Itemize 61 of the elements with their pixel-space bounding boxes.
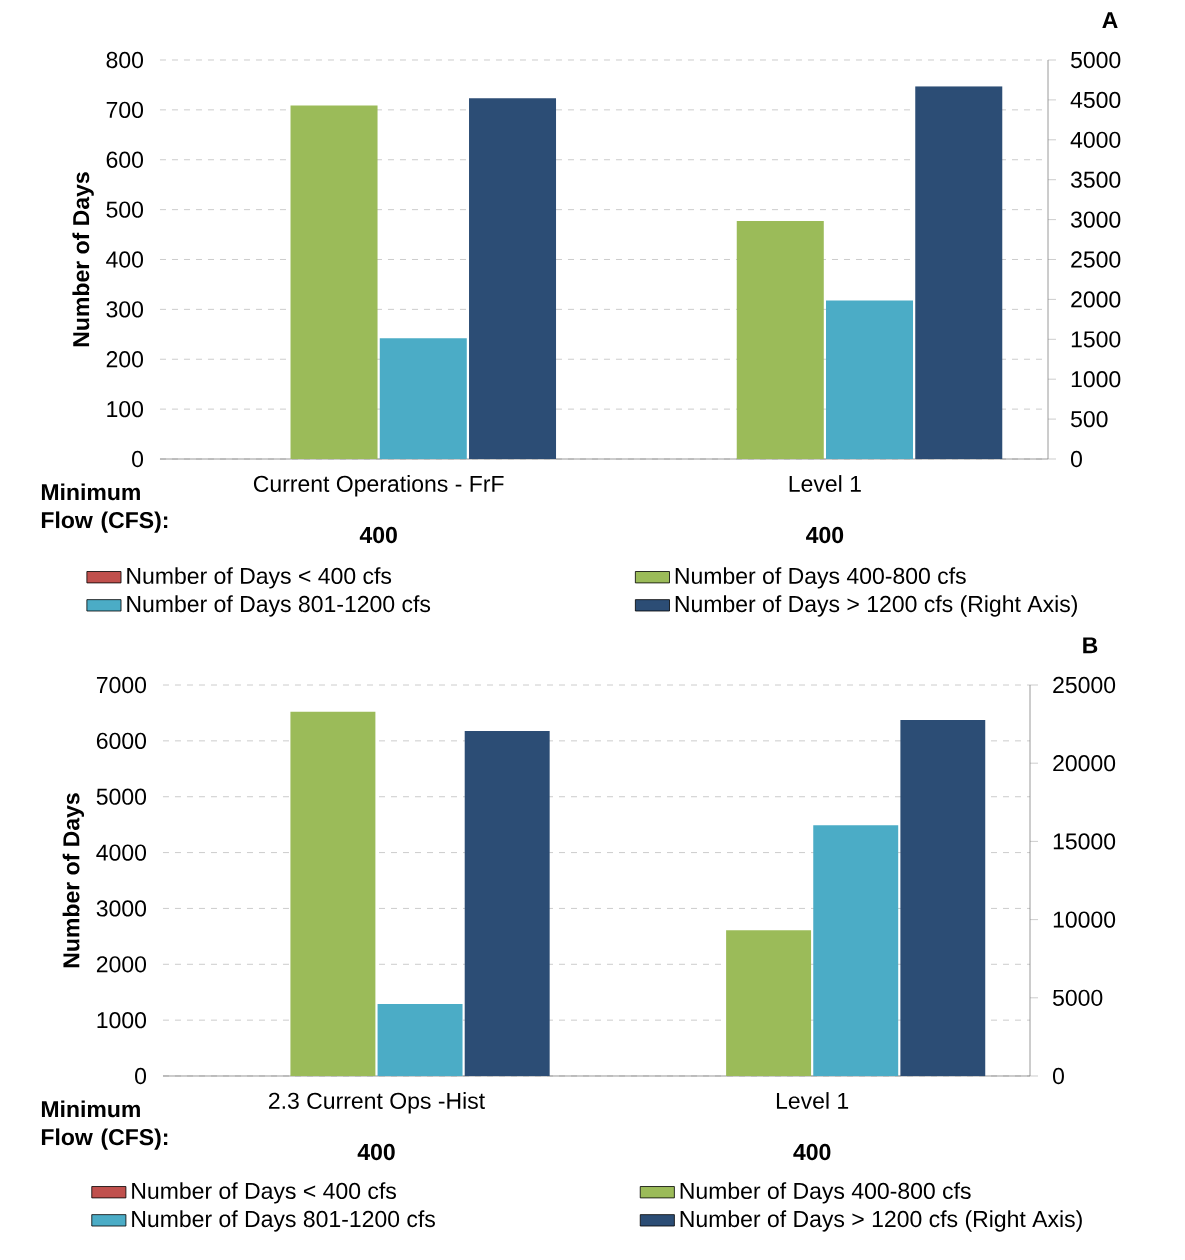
y-axis-title: Number of Days xyxy=(72,172,94,347)
legend-label: Number of Days 400-800 cfs xyxy=(675,567,966,589)
legend-label: Number of Days < 400 cfs xyxy=(127,567,392,589)
y2-tick-label: 15000 xyxy=(1053,833,1116,850)
bar xyxy=(736,221,824,459)
y-tick-label: 600 xyxy=(106,151,144,168)
text: A xyxy=(1102,12,1118,28)
y2-tick-label: 25000 xyxy=(1053,676,1116,694)
bar xyxy=(377,1003,463,1076)
text: 400 xyxy=(806,526,844,544)
legend-label: Number of Days 801-1200 cfs xyxy=(127,595,431,617)
x-tick-label: Current Operations - FrF xyxy=(253,475,504,497)
y2-tick-label: 1500 xyxy=(1071,331,1121,348)
text: Minimum Flow (CFS): xyxy=(41,483,168,533)
y-tick-label: 3000 xyxy=(96,900,147,917)
y2-tick-label: 2000 xyxy=(1071,291,1121,308)
text: 400 xyxy=(359,526,397,544)
y-tick-label: 100 xyxy=(107,400,144,418)
y-tick-label: 5000 xyxy=(96,788,147,805)
y-tick-label: 4000 xyxy=(96,844,147,861)
x-tick-label: 2.3 Current Ops -Hist xyxy=(269,1092,485,1114)
y-tick-label: 300 xyxy=(106,301,144,318)
legend-label: Number of Days > 1200 cfs (Right Axis) xyxy=(675,595,1077,617)
y-axis-title: Number of Days xyxy=(62,793,85,968)
y-tick-label: 200 xyxy=(106,351,144,368)
y-tick-label: 7000 xyxy=(96,676,147,694)
y-tick-label: 0 xyxy=(135,1067,147,1085)
y2-tick-label: 3500 xyxy=(1070,171,1121,188)
y-tick-label: 2000 xyxy=(96,956,147,973)
text: Minimum Flow (CFS): xyxy=(41,1100,168,1150)
y-tick-label: 400 xyxy=(106,251,144,268)
y2-tick-label: 500 xyxy=(1070,410,1108,428)
y-tick-label: 800 xyxy=(106,51,144,69)
y-tick-label: 500 xyxy=(106,201,144,218)
text: B xyxy=(1083,637,1098,654)
y2-tick-label: 4500 xyxy=(1070,91,1121,109)
y2-tick-label: 5000 xyxy=(1070,51,1121,69)
y2-tick-label: 1000 xyxy=(1071,371,1121,388)
text: 400 xyxy=(357,1143,395,1161)
y-tick-label: 6000 xyxy=(96,732,147,749)
y2-tick-label: 20000 xyxy=(1053,755,1116,772)
legend-label: Number of Days 801-1200 cfs xyxy=(132,1210,435,1232)
x-tick-label: Level 1 xyxy=(776,1092,849,1109)
bar xyxy=(290,105,378,459)
y-tick-label: 1000 xyxy=(97,1012,147,1029)
bar xyxy=(290,711,376,1076)
y-tick-label: 0 xyxy=(132,450,144,468)
y2-tick-label: 0 xyxy=(1052,1067,1064,1085)
y2-tick-label: 5000 xyxy=(1052,989,1103,1006)
y2-tick-label: 0 xyxy=(1070,450,1082,468)
text: 400 xyxy=(793,1143,831,1161)
legend-label: Number of Days 400-800 cfs xyxy=(680,1182,971,1204)
y2-tick-label: 4000 xyxy=(1070,131,1121,148)
y2-tick-label: 10000 xyxy=(1053,911,1116,928)
y2-tick-label: 2500 xyxy=(1071,251,1121,268)
legend-label: Number of Days < 400 cfs xyxy=(132,1182,396,1204)
legend-label: Number of Days > 1200 cfs (Right Axis) xyxy=(680,1210,1082,1232)
bar xyxy=(726,930,812,1076)
y-tick-label: 700 xyxy=(106,101,144,119)
y2-tick-label: 3000 xyxy=(1070,211,1121,228)
x-tick-label: Level 1 xyxy=(789,475,861,492)
